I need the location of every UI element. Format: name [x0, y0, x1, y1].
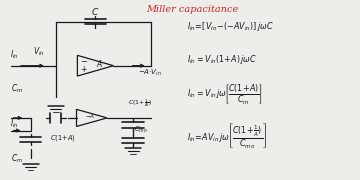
Text: A: A [96, 60, 102, 69]
Text: $I_{in}\!=\![V_{in}\!-\!(\!-\!AV_{in})]\,j\omega C$: $I_{in}\!=\![V_{in}\!-\!(\!-\!AV_{in})]\… [187, 20, 274, 33]
Text: $I_{in}$: $I_{in}$ [10, 49, 19, 61]
Text: $C(1\!+\!A)$: $C(1\!+\!A)$ [50, 133, 76, 143]
Text: $C_m$: $C_m$ [11, 83, 23, 95]
Text: $I_{in} = V_{in}\,j\omega\!\left[\dfrac{C(1\!+\!A)}{C_m}\right]$: $I_{in} = V_{in}\,j\omega\!\left[\dfrac{… [187, 82, 263, 107]
Text: +: + [80, 65, 86, 74]
Text: $C(1\!+\!\frac{1}{A})$: $C(1\!+\!\frac{1}{A})$ [129, 98, 152, 109]
Text: $I_{in} = V_{in}(1\!+\!A)\,j\omega C$: $I_{in} = V_{in}(1\!+\!A)\,j\omega C$ [187, 53, 257, 66]
Text: $C$: $C$ [91, 6, 99, 17]
Text: −A: −A [86, 114, 94, 120]
Text: $C_{mo}$: $C_{mo}$ [134, 125, 147, 135]
Text: $I_{in}$: $I_{in}$ [10, 118, 19, 130]
Text: −: − [80, 58, 87, 67]
Text: $I_{in}\!=\!AV_{in}\,j\omega\!\left[\dfrac{C(1\!+\!\frac{1}{A})}{C_{mo}}\right]$: $I_{in}\!=\!AV_{in}\,j\omega\!\left[\dfr… [187, 122, 267, 151]
Text: $-A{\cdot}V_{in}$: $-A{\cdot}V_{in}$ [138, 68, 161, 78]
Text: $C_m$: $C_m$ [11, 152, 23, 165]
Text: Miller capacitance: Miller capacitance [147, 5, 239, 14]
Text: $V_{in}$: $V_{in}$ [33, 46, 45, 58]
